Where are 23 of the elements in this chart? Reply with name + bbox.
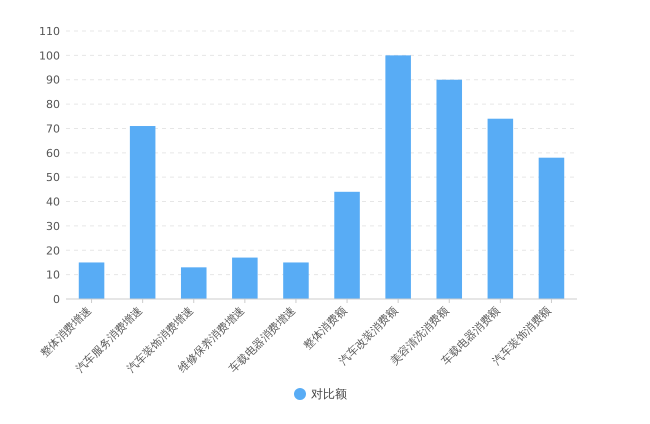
y-tick-label: 50 xyxy=(46,171,60,184)
y-tick-label: 90 xyxy=(46,74,60,87)
bar xyxy=(130,126,156,299)
bar xyxy=(180,267,207,299)
bar xyxy=(283,262,309,299)
y-tick-label: 110 xyxy=(39,25,60,38)
y-tick-label: 0 xyxy=(53,293,60,306)
y-tick-label: 100 xyxy=(39,49,60,62)
y-tick-label: 70 xyxy=(46,122,60,136)
bar xyxy=(385,55,411,299)
y-tick-label: 60 xyxy=(46,146,60,160)
y-tick-label: 40 xyxy=(46,196,60,209)
bar xyxy=(488,118,514,299)
bar xyxy=(436,80,462,299)
bar xyxy=(232,258,258,299)
y-tick-label: 30 xyxy=(46,220,60,233)
legend-label: 对比额 xyxy=(311,387,347,401)
y-tick-label: 80 xyxy=(46,98,60,112)
bar xyxy=(538,158,564,299)
bar xyxy=(334,192,360,299)
bar xyxy=(78,262,104,299)
y-tick-label: 20 xyxy=(46,244,60,258)
y-tick-label: 10 xyxy=(46,268,60,282)
